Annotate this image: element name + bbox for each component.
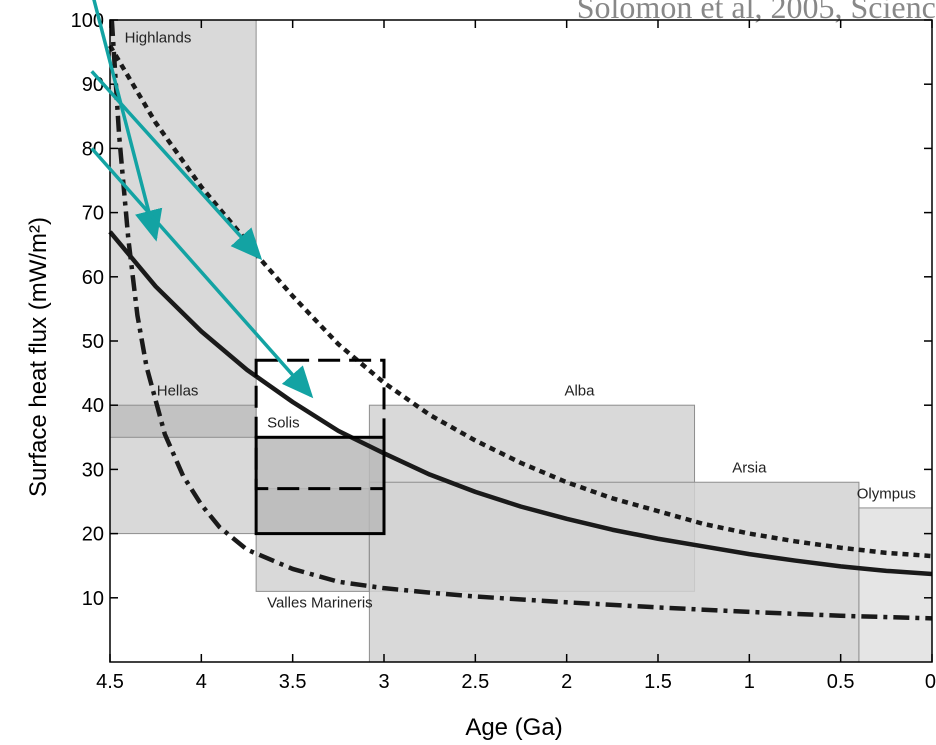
region-olympus (858, 507, 933, 663)
y-tick-label: 30 (82, 459, 104, 481)
annotation-arrow (92, 0, 163, 242)
y-tick-label: 20 (82, 524, 104, 546)
x-tick-label: 1 (744, 671, 755, 693)
series-line-solid (108, 230, 933, 577)
region-labels-layer: Highlands Valles Marineris Alba Arsia Olympu… (125, 29, 916, 611)
x-axis-title: Age (Ga) (465, 714, 562, 741)
regions-layer (109, 19, 933, 663)
region-label-alba: Alba (564, 383, 595, 400)
y-tick-label: 60 (82, 267, 104, 289)
box-solid (254, 435, 386, 536)
region-hellas (109, 404, 257, 438)
region-label-hellas: Hellas (157, 383, 199, 400)
region-label-solis: Solis (267, 415, 300, 432)
x-tick-label: 2 (561, 671, 572, 693)
series-line-dash-dot (109, 19, 933, 621)
y-tick-label: 90 (82, 74, 104, 96)
x-tick-label: 2.5 (461, 671, 489, 693)
citation-text: Solomon et al, 2005, Science (577, 0, 936, 25)
boxes-layer (254, 358, 386, 536)
x-tick-label: 4 (196, 671, 207, 693)
region-label-highlands: Highlands (125, 29, 192, 46)
region-label-valles-marineris: Valles Marineris (267, 594, 373, 611)
annotation-arrow (90, 70, 263, 261)
arrows-layer (90, 0, 314, 399)
y-axis-title: Surface heat flux (mW/m²) (25, 217, 52, 497)
y-tick-label: 50 (82, 331, 104, 353)
y-tick-label: 100 (71, 10, 104, 32)
region-label-olympus: Olympus (857, 485, 916, 502)
region-solis (255, 436, 385, 535)
x-tick-label: 0 (925, 671, 936, 693)
x-tick-label: 4.5 (96, 671, 124, 693)
x-tick-label: 1.5 (644, 671, 672, 693)
region-label-arsia: Arsia (732, 460, 767, 477)
annotation-arrow (90, 147, 314, 399)
region-arsia (368, 481, 860, 663)
x-tick-label: 3 (378, 671, 389, 693)
y-tick-label: 70 (82, 203, 104, 225)
x-tick-label: 3.5 (279, 671, 307, 693)
box-dashed (254, 358, 386, 491)
y-tick-label: 10 (82, 588, 104, 610)
y-tick-label: 40 (82, 395, 104, 417)
x-tick-label: 0.5 (827, 671, 855, 693)
